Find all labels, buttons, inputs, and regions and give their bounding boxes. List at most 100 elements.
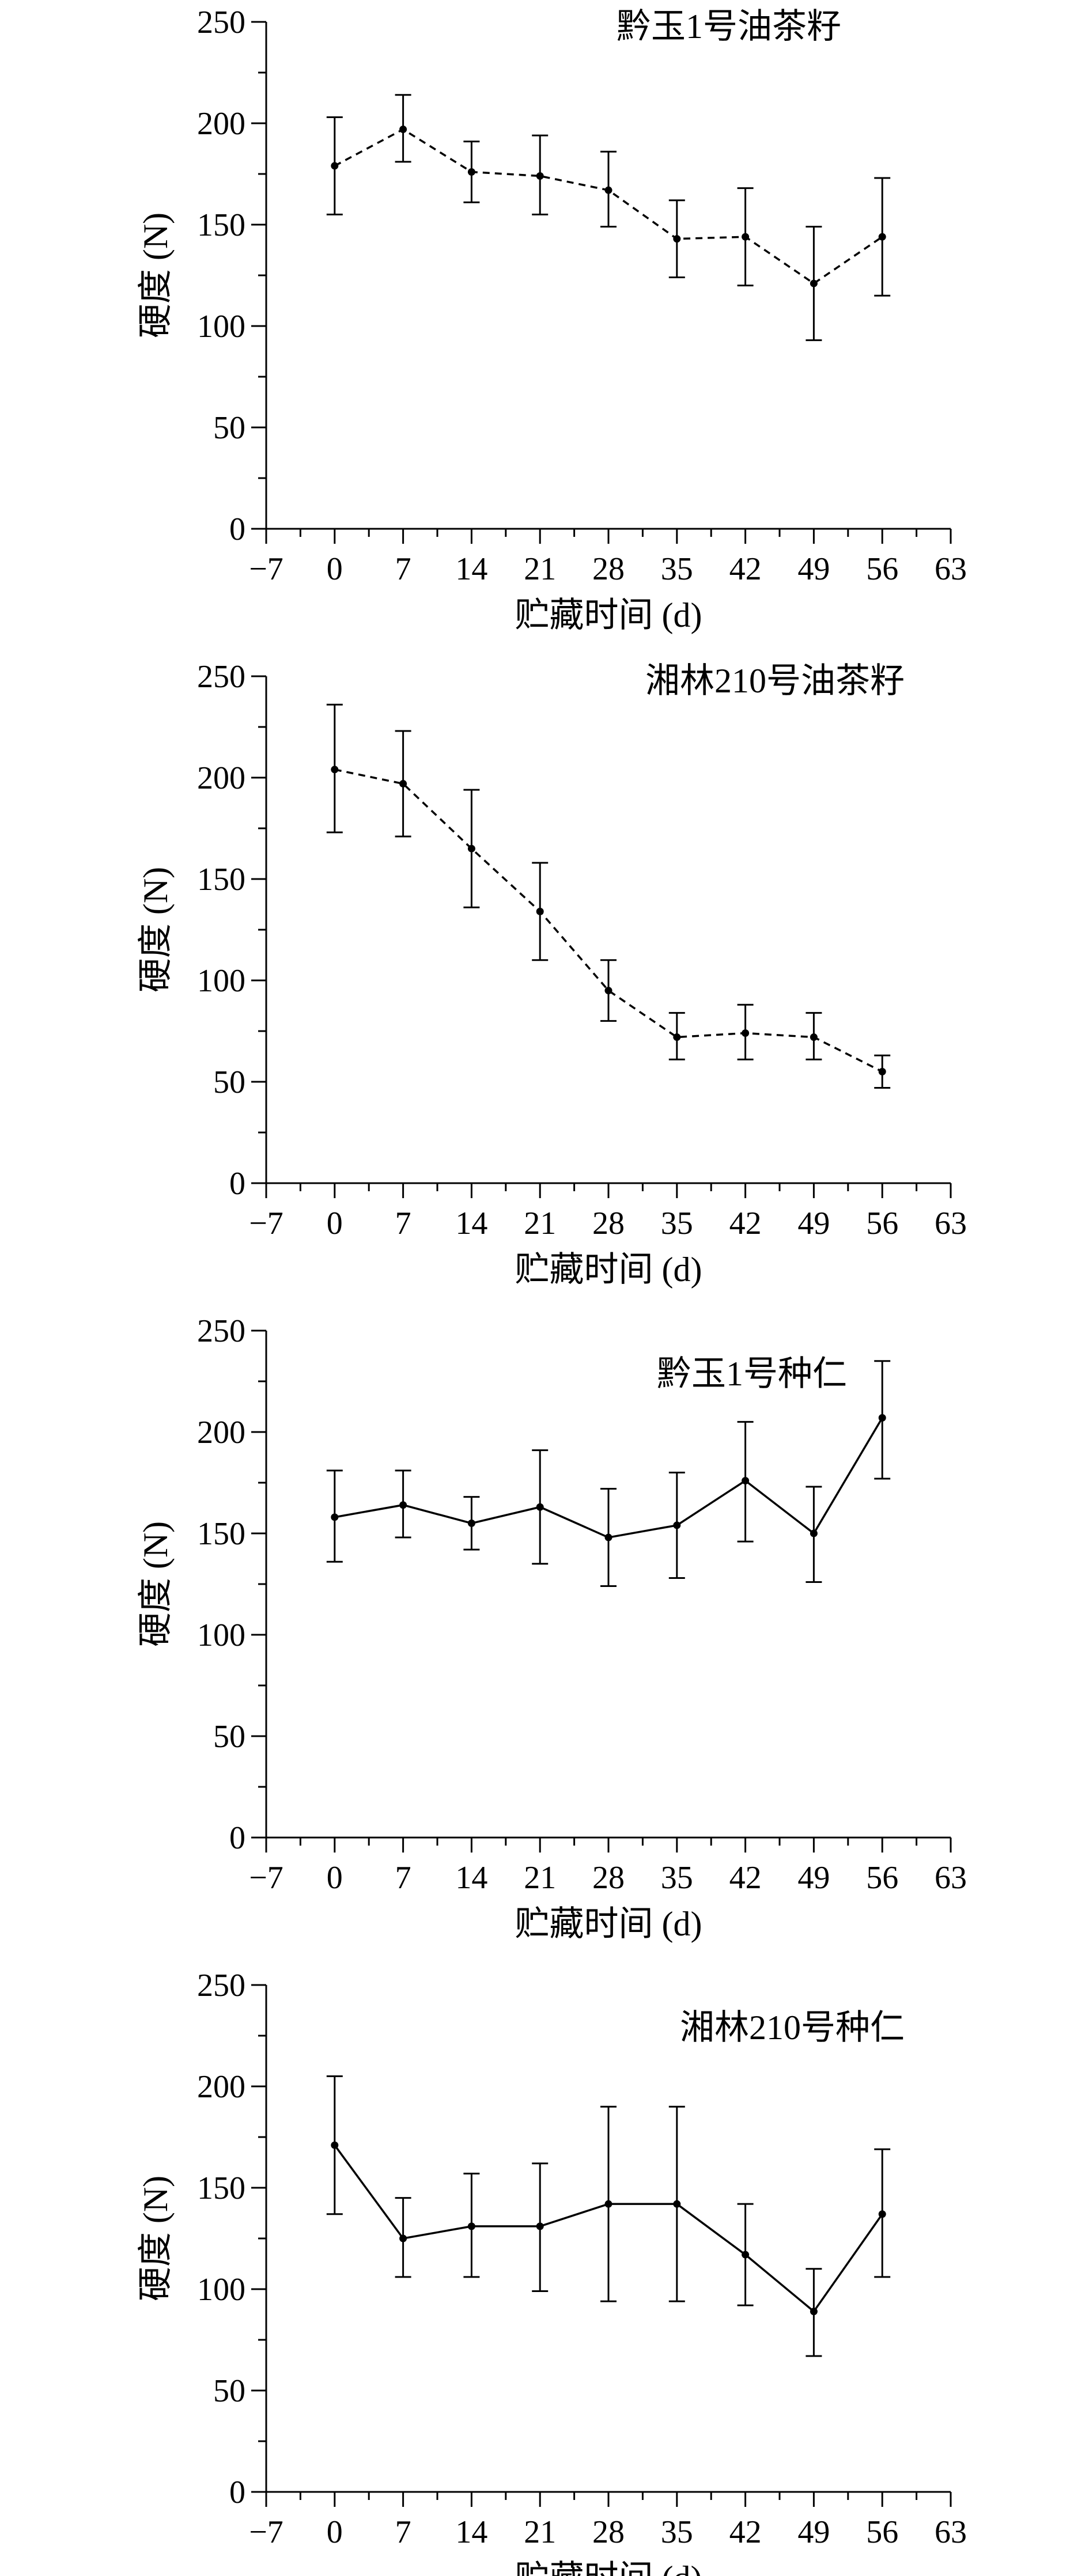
x-tick-label: 0: [327, 551, 343, 587]
x-axis-title: 贮藏时间 (d): [515, 1905, 702, 1943]
data-point: [331, 162, 339, 170]
y-tick-label: 200: [197, 2069, 245, 2105]
data-point: [331, 766, 339, 774]
data-point: [673, 1033, 681, 1041]
x-tick-label: 21: [524, 551, 556, 587]
x-tick-label: 49: [797, 551, 830, 587]
x-tick-label: 35: [661, 2514, 693, 2550]
y-tick-label: 0: [229, 1820, 245, 1856]
data-point: [331, 2141, 339, 2149]
x-tick-label: 7: [395, 1860, 411, 1896]
x-tick-label: 28: [592, 1860, 625, 1896]
data-point: [536, 907, 544, 915]
y-tick-label: 0: [229, 1166, 245, 1202]
x-axis-title: 贮藏时间 (d): [515, 1251, 702, 1289]
x-axis-title: 贮藏时间 (d): [515, 2559, 702, 2576]
y-tick-label: 250: [197, 659, 245, 695]
x-tick-label: 7: [395, 2514, 411, 2550]
y-axis-title: 硬度 (N): [137, 213, 175, 338]
y-tick-label: 150: [197, 1516, 245, 1552]
data-point: [604, 2200, 612, 2208]
data-point: [810, 2308, 818, 2316]
data-point: [673, 235, 681, 243]
x-tick-label: 49: [797, 1860, 830, 1896]
data-point: [810, 1033, 818, 1041]
y-axis-title: 硬度 (N): [137, 867, 175, 992]
y-tick-label: 50: [213, 1065, 245, 1100]
x-tick-label: 56: [866, 551, 898, 587]
y-tick-label: 200: [197, 760, 245, 796]
x-tick-label: 0: [327, 2514, 343, 2550]
data-point: [536, 172, 544, 180]
x-tick-label: 14: [455, 2514, 487, 2550]
panel-title: 湘林210号种仁: [680, 2009, 905, 2047]
x-tick-label: −7: [249, 1206, 283, 1241]
data-point: [878, 233, 886, 241]
x-tick-label: 21: [524, 1206, 556, 1241]
x-axis-title: 贮藏时间 (d): [515, 596, 702, 634]
x-tick-label: 0: [327, 1860, 343, 1896]
data-point: [399, 2234, 407, 2242]
data-point: [604, 987, 612, 995]
data-point: [331, 1513, 339, 1521]
data-point: [399, 780, 407, 788]
y-tick-label: 150: [197, 207, 245, 243]
y-tick-label: 50: [213, 1719, 245, 1755]
x-tick-label: 42: [729, 1206, 762, 1241]
series-line: [334, 768, 883, 1073]
x-tick-label: 56: [866, 2514, 898, 2550]
panel-title: 黔玉1号种仁: [657, 1355, 847, 1393]
data-point: [673, 2200, 681, 2208]
data-point: [742, 2251, 750, 2259]
data-point: [467, 844, 475, 853]
y-tick-label: 100: [197, 309, 245, 344]
data-point: [878, 1067, 886, 1075]
x-tick-label: 63: [935, 1206, 967, 1241]
x-tick-label: 35: [661, 1860, 693, 1896]
data-point: [878, 2210, 886, 2218]
y-tick-label: 250: [197, 1313, 245, 1349]
y-axis-title: 硬度 (N): [137, 1521, 175, 1647]
data-point: [604, 186, 612, 194]
x-tick-label: 7: [395, 551, 411, 587]
x-tick-label: 56: [866, 1206, 898, 1241]
y-tick-label: 200: [197, 106, 245, 142]
x-tick-label: 49: [797, 2514, 830, 2550]
x-tick-label: 35: [661, 551, 693, 587]
x-tick-label: 21: [524, 2514, 556, 2550]
panel-title: 湘林210号油茶籽: [645, 662, 905, 700]
panel-title: 黔玉1号油茶籽: [617, 7, 841, 46]
x-tick-label: 42: [729, 551, 762, 587]
data-point: [878, 1414, 886, 1422]
y-tick-label: 250: [197, 1968, 245, 2003]
data-point: [742, 233, 750, 241]
x-tick-label: 49: [797, 1206, 830, 1241]
x-tick-label: 28: [592, 551, 625, 587]
data-point: [536, 1503, 544, 1511]
y-tick-label: 100: [197, 2272, 245, 2308]
x-tick-label: 14: [455, 1206, 487, 1241]
x-tick-label: 63: [935, 1860, 967, 1896]
x-tick-label: −7: [249, 1860, 283, 1896]
x-tick-label: 63: [935, 551, 967, 587]
y-tick-label: 50: [213, 2373, 245, 2409]
y-tick-label: 250: [197, 5, 245, 40]
y-tick-label: 100: [197, 1617, 245, 1653]
y-tick-label: 200: [197, 1415, 245, 1450]
data-point: [467, 2222, 475, 2230]
chart-panel-4: 050100150200250−7071421283542495663贮藏时间 …: [137, 1968, 967, 2576]
data-point: [467, 168, 475, 176]
data-point: [536, 2222, 544, 2230]
data-point: [399, 1501, 407, 1509]
x-tick-label: 28: [592, 1206, 625, 1241]
x-tick-label: 35: [661, 1206, 693, 1241]
y-tick-label: 150: [197, 2170, 245, 2206]
x-tick-label: −7: [249, 2514, 283, 2550]
x-tick-label: 63: [935, 2514, 967, 2550]
x-tick-label: 42: [729, 2514, 762, 2550]
data-point: [604, 1533, 612, 1541]
x-tick-label: −7: [249, 551, 283, 587]
